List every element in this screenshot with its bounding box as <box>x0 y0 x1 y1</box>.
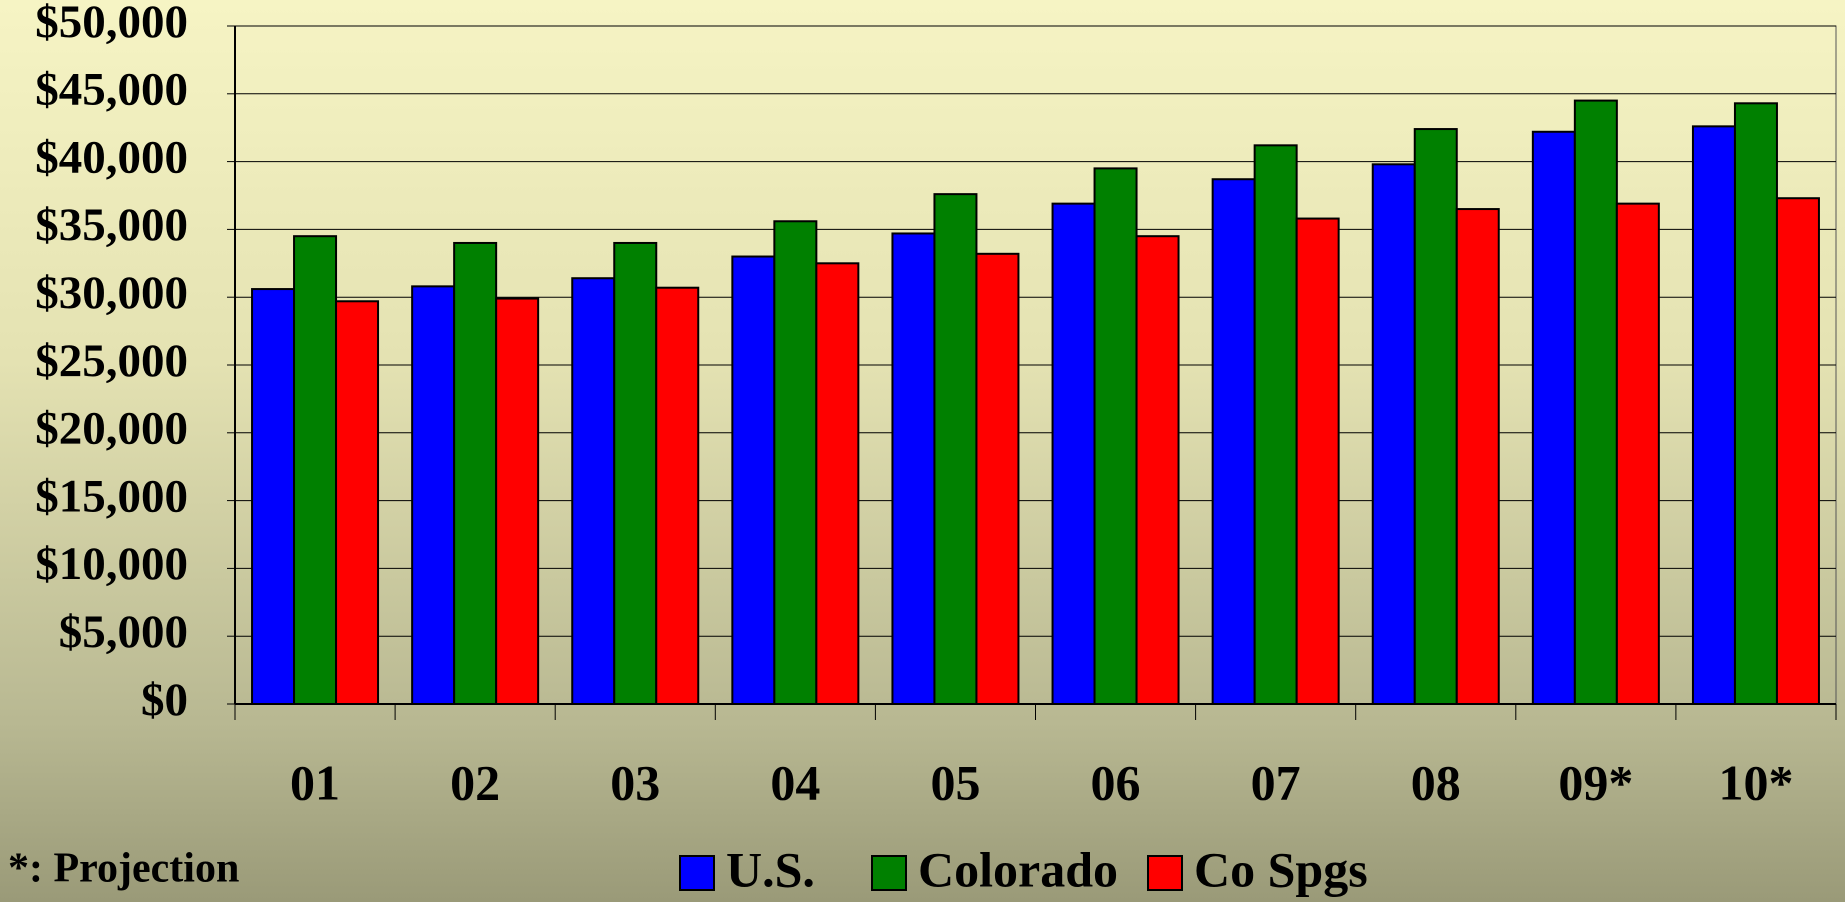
bar <box>1531 130 1576 705</box>
y-tick-label: $35,000 <box>35 199 188 251</box>
bar <box>1253 144 1298 705</box>
bar <box>1615 202 1660 706</box>
x-tick-label: 05 <box>930 754 980 810</box>
x-tick-label: 02 <box>450 754 500 810</box>
bar <box>1413 128 1458 705</box>
x-tick-label: 06 <box>1091 754 1141 810</box>
bar <box>571 277 616 705</box>
x-tick-label: 09* <box>1558 754 1633 810</box>
bar <box>613 241 658 706</box>
bar <box>411 285 456 705</box>
legend-swatch <box>1147 855 1183 891</box>
bar <box>453 241 498 706</box>
x-tick-label: 08 <box>1411 754 1461 810</box>
bar <box>731 255 776 705</box>
y-tick-label: $5,000 <box>59 606 188 658</box>
bar <box>495 297 540 705</box>
bar <box>1295 217 1340 705</box>
x-tick-label: 01 <box>290 754 340 810</box>
legend-label: Colorado <box>918 841 1118 897</box>
bar <box>251 288 296 705</box>
x-tick-label: 10* <box>1718 754 1793 810</box>
bar <box>975 252 1020 705</box>
bar <box>1051 202 1096 706</box>
legend-label: U.S. <box>726 841 815 897</box>
legend-swatch <box>871 855 907 891</box>
y-tick-label: $15,000 <box>35 470 188 522</box>
bar <box>1573 99 1618 705</box>
y-tick-label: $40,000 <box>35 131 188 183</box>
bar <box>891 232 936 706</box>
bar <box>815 262 860 705</box>
x-tick-label: 04 <box>770 754 820 810</box>
bar <box>1775 197 1820 705</box>
bar <box>1093 167 1138 705</box>
y-tick-label: $45,000 <box>35 64 188 116</box>
y-tick-label: $20,000 <box>35 403 188 455</box>
bar <box>1371 163 1416 705</box>
bar <box>933 193 978 705</box>
bar <box>1455 208 1500 705</box>
legend-label: Co Spgs <box>1194 841 1368 897</box>
bar <box>293 235 338 705</box>
y-tick-label: $50,000 <box>35 0 188 48</box>
bar <box>1733 102 1778 706</box>
annotation: *: Projection <box>8 846 239 892</box>
bar <box>1691 125 1736 706</box>
bar <box>1211 178 1256 705</box>
bar <box>655 286 700 705</box>
y-tick-label: $30,000 <box>35 267 188 319</box>
legend-swatch <box>679 855 715 891</box>
x-tick-label: 03 <box>610 754 660 810</box>
y-tick-label: $0 <box>141 674 188 726</box>
bar <box>335 300 380 705</box>
bar <box>1135 235 1180 705</box>
bar <box>773 220 818 705</box>
y-tick-label: $25,000 <box>35 335 188 387</box>
x-tick-label: 07 <box>1251 754 1301 810</box>
y-tick-label: $10,000 <box>35 538 188 590</box>
